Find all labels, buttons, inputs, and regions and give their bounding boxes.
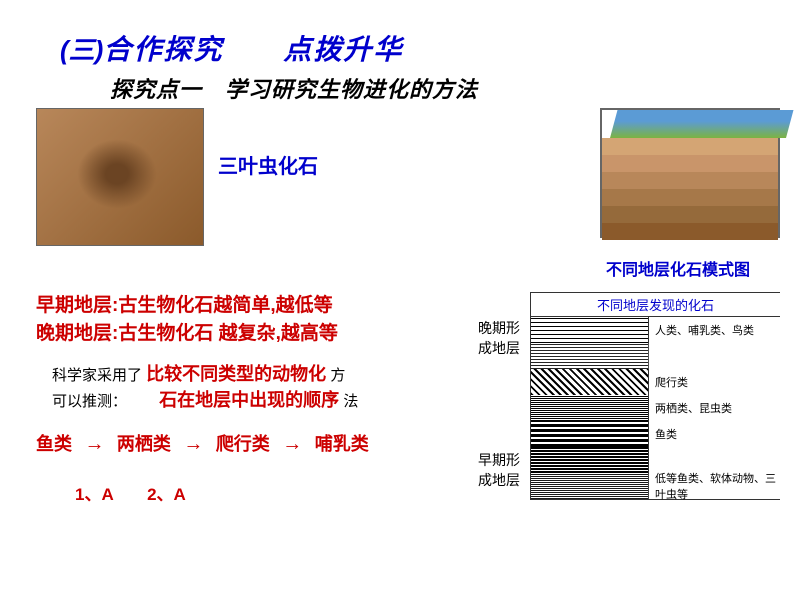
pattern-icon <box>531 473 649 499</box>
pattern-icon <box>531 343 649 369</box>
answers: 1、A 2、A <box>75 480 186 505</box>
chart-row: 鱼类 <box>531 421 780 447</box>
chart-row: 低等鱼类、软体动物、三叶虫等 <box>531 473 780 499</box>
text-part: 石在地层中出现的顺序 <box>159 390 339 410</box>
fossil-label: 三叶虫化石 <box>218 150 318 179</box>
fossil-strata-chart: 不同地层发现的化石 人类、哺乳类、鸟类 爬行类 两栖类、昆虫类 鱼类 低等鱼类、… <box>530 292 780 500</box>
scientist-method-line1: 科学家采用了 比较不同类型的动物化 方 <box>52 360 345 386</box>
early-layer-text: 早期地层:古生物化石越简单,越低等 <box>36 290 333 317</box>
pattern-icon <box>531 369 649 395</box>
late-strata-side-label: 晚期形成地层 <box>478 318 526 358</box>
early-strata-side-label: 早期形成地层 <box>478 450 526 490</box>
text-part: 方 <box>330 367 345 384</box>
chart-row: 爬行类 <box>531 369 780 395</box>
strata-layer <box>602 155 778 172</box>
chart-title: 不同地层发现的化石 <box>531 293 780 317</box>
arrow-icon: → <box>282 433 302 456</box>
strata-top-layer <box>610 110 794 138</box>
arrow-icon: → <box>183 433 203 456</box>
subtitle: 探究点一 学习研究生物进化的方法 <box>110 72 478 104</box>
chart-label: 爬行类 <box>649 374 780 390</box>
pattern-icon <box>531 421 649 447</box>
pattern-icon <box>531 395 649 421</box>
trilobite-fossil-image <box>36 108 204 246</box>
strata-caption: 不同地层化石模式图 <box>606 256 750 280</box>
strata-layer <box>602 223 778 240</box>
late-layer-text: 晚期地层:古生物化石 越复杂,越高等 <box>36 318 338 345</box>
evo-fish: 鱼类 <box>36 430 72 456</box>
chart-label: 两栖类、昆虫类 <box>649 400 780 416</box>
title-prefix: (三) <box>60 35 103 65</box>
chart-row <box>531 343 780 369</box>
chart-row: 两栖类、昆虫类 <box>531 395 780 421</box>
strata-layer <box>602 206 778 223</box>
text-part: 可以推测： <box>52 393 127 410</box>
strata-layer <box>602 172 778 189</box>
text-part: 法 <box>343 393 358 410</box>
pattern-icon <box>531 317 649 343</box>
scientist-method-line2: 可以推测： 石在地层中出现的顺序 法 <box>52 386 358 412</box>
title-main: 合作探究 点拨升华 <box>103 34 403 65</box>
strata-layer <box>602 189 778 206</box>
evolution-sequence: 鱼类 → 两栖类 → 爬行类 → 哺乳类 <box>36 430 369 456</box>
section-title: (三)合作探究 点拨升华 <box>60 28 403 68</box>
chart-row: 人类、哺乳类、鸟类 <box>531 317 780 343</box>
chart-label: 鱼类 <box>649 426 780 442</box>
strata-diagram <box>600 108 780 238</box>
pattern-icon <box>531 447 649 473</box>
chart-label: 人类、哺乳类、鸟类 <box>649 322 780 338</box>
text-part: 比较不同类型的动物化 <box>146 364 326 384</box>
chart-label: 低等鱼类、软体动物、三叶虫等 <box>649 470 780 502</box>
arrow-icon: → <box>84 433 104 456</box>
evo-amphibian: 两栖类 <box>117 430 171 456</box>
strata-layer <box>602 138 778 155</box>
evo-reptile: 爬行类 <box>216 430 270 456</box>
text-part: 科学家采用了 <box>52 367 142 384</box>
evo-mammal: 哺乳类 <box>315 430 369 456</box>
